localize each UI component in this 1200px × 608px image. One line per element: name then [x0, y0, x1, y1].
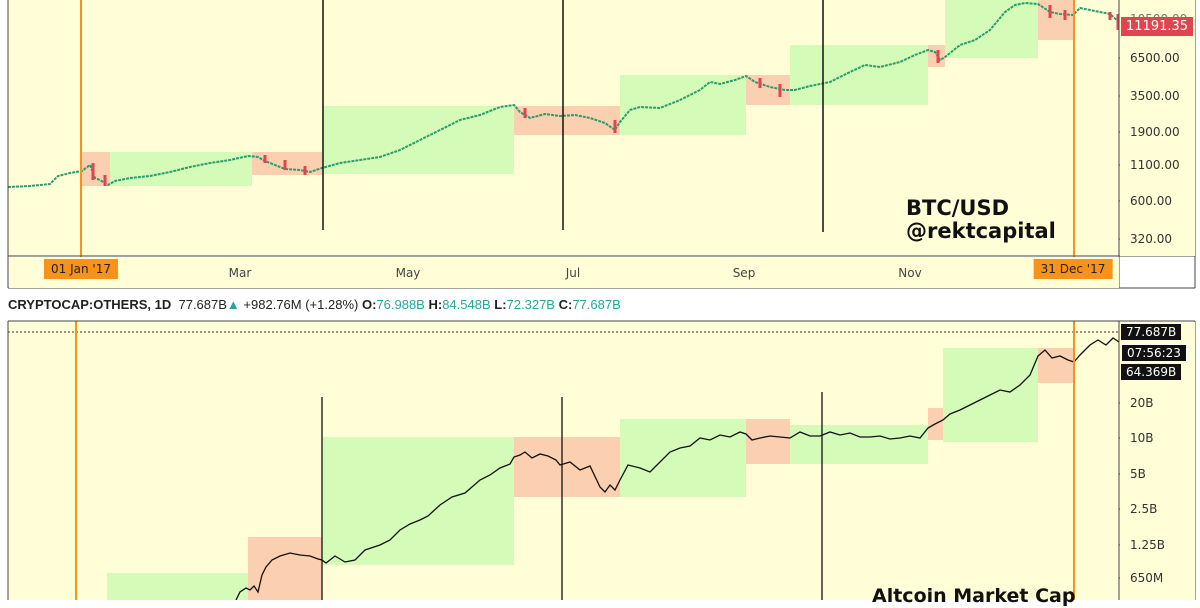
altcoin-cap-line: [235, 337, 1120, 600]
btc-price-line: [7, 1, 1120, 188]
symbol-info-bar: CRYPTOCAP:OTHERS, 1D 77.687B▲ +982.76M (…: [8, 297, 621, 312]
btc-range-boxes: [82, 0, 1073, 186]
month-label-sep: Sep: [732, 266, 756, 280]
month-label-jul: Jul: [565, 266, 581, 280]
altcoin-axis-label: 2.5B: [1130, 502, 1158, 516]
btc-axis-label: 600.00: [1130, 194, 1172, 208]
altcoin-axis-label: 650M: [1130, 571, 1164, 585]
btc-watermark-symbol: BTC/USD: [906, 196, 1010, 220]
btc-axis-label: 320.00: [1130, 232, 1172, 246]
btc-last-price-tag: 11191.35: [1121, 17, 1194, 36]
altcoin-last-value-tag: 77.687B: [1121, 324, 1182, 340]
altcoin-axis-label: 1.25B: [1130, 538, 1165, 552]
high-value: 84.548B: [442, 297, 491, 312]
up-arrow-icon: ▲: [226, 297, 240, 312]
btc-price-axis[interactable]: [1120, 0, 1195, 256]
month-label-nov: Nov: [898, 266, 922, 280]
last-value: 77.687B: [178, 297, 227, 312]
altcoin-axis-label: 5B: [1130, 467, 1146, 481]
close-label: C:: [558, 297, 573, 312]
altcoin-axis-label: 10B: [1130, 431, 1154, 445]
btc-axis-label: 1900.00: [1130, 125, 1180, 139]
open-label: O:: [361, 297, 377, 312]
btc-watermark: BTC/USD @rektcapital: [906, 197, 1056, 243]
high-label: H:: [428, 297, 443, 312]
countdown-tag: 07:56:23: [1121, 344, 1187, 362]
change-value: +982.76M (+1.28%): [243, 297, 359, 312]
altcoin-range-boxes: [107, 348, 1073, 600]
btc-watermark-author: @rektcapital: [906, 219, 1056, 243]
altcoin-axis-label: 20B: [1130, 396, 1154, 410]
btc-axis-label: 1100.00: [1130, 158, 1180, 172]
year-start-tag: 01 Jan '17: [44, 259, 118, 279]
year-end-tag: 31 Dec '17: [1033, 259, 1113, 279]
altcoin-watermark: Altcoin Market Cap: [872, 585, 1076, 607]
altcoin-marker-tag: 64.369B: [1121, 364, 1182, 380]
low-value: 72.327B: [506, 297, 555, 312]
btc-axis-label: 3500.00: [1130, 89, 1180, 103]
btc-time-axis[interactable]: [9, 257, 1119, 288]
symbol-name[interactable]: CRYPTOCAP:OTHERS, 1D: [8, 297, 172, 312]
month-label-may: May: [395, 266, 421, 280]
month-label-mar: Mar: [228, 266, 252, 280]
close-value: 77.687B: [572, 297, 621, 312]
low-label: L:: [494, 297, 507, 312]
btc-axis-label: 6500.00: [1130, 51, 1180, 65]
open-value: 76.988B: [376, 297, 425, 312]
